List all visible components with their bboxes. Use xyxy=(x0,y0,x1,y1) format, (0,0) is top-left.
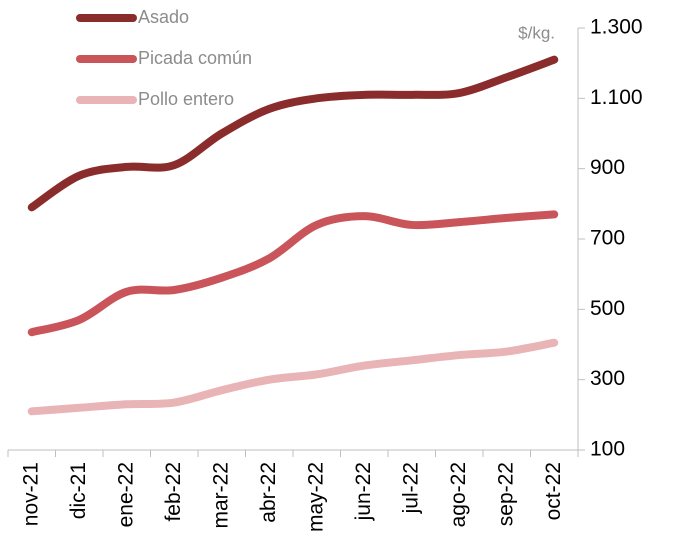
x-tick-label: sep-22 xyxy=(494,462,517,526)
series-line xyxy=(27,210,559,337)
x-tick-label: may-22 xyxy=(304,462,327,532)
x-tick-label: jun-22 xyxy=(352,462,375,521)
y-tick-label: 300 xyxy=(590,367,625,390)
y-tick-label: 100 xyxy=(590,438,625,461)
series-line xyxy=(27,338,559,416)
x-tick-label: ene-22 xyxy=(114,462,137,527)
x-tick-label: ago-22 xyxy=(447,462,470,527)
y-tick-label: 1.300 xyxy=(590,16,643,39)
x-tick-label: oct-22 xyxy=(542,462,565,520)
unit-label: $/kg. xyxy=(518,23,555,42)
y-tick-label: 700 xyxy=(590,227,625,250)
x-tick-label: feb-22 xyxy=(162,462,185,522)
x-tick-label: nov-21 xyxy=(19,462,42,526)
x-tick-label: mar-22 xyxy=(209,462,232,529)
x-tick-label: abr-22 xyxy=(257,462,280,523)
legend-label: Asado xyxy=(138,7,189,27)
x-tick-label: dic-21 xyxy=(67,462,90,519)
legend-label: Pollo entero xyxy=(138,89,234,109)
x-tick-label: jul-22 xyxy=(399,462,422,514)
legend-label: Picada común xyxy=(138,48,252,68)
y-tick-label: 1.100 xyxy=(590,86,643,109)
y-tick-label: 500 xyxy=(590,297,625,320)
series-line xyxy=(27,55,559,212)
y-tick-label: 900 xyxy=(590,156,625,179)
